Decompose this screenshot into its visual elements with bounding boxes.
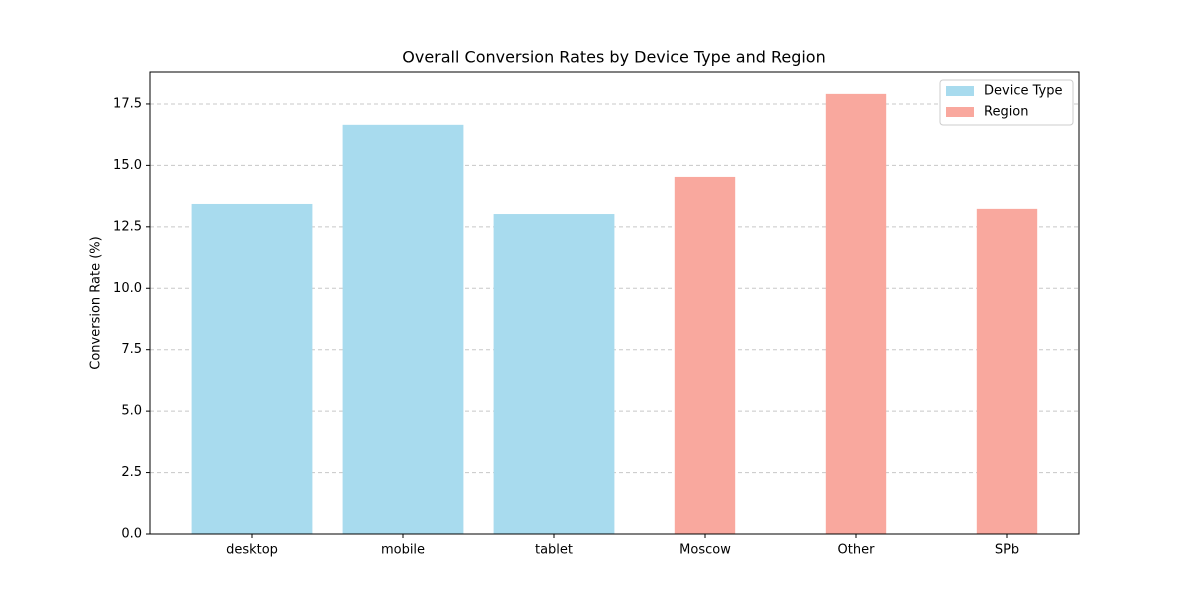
y-tick-label: 15.0 bbox=[113, 158, 142, 173]
bar bbox=[825, 93, 887, 534]
bar bbox=[342, 124, 464, 534]
x-tick-label: Moscow bbox=[679, 543, 731, 558]
x-tick-label: Other bbox=[838, 543, 876, 558]
x-tick-label: desktop bbox=[226, 543, 278, 558]
legend-swatch bbox=[946, 86, 974, 96]
legend-label: Device Type bbox=[984, 84, 1062, 99]
legend-swatch bbox=[946, 107, 974, 117]
y-axis-label: Conversion Rate (%) bbox=[89, 236, 104, 369]
bar bbox=[493, 214, 615, 535]
y-tick-label: 2.5 bbox=[121, 465, 142, 480]
y-tick-label: 7.5 bbox=[121, 342, 142, 357]
y-tick-label: 0.0 bbox=[121, 527, 142, 542]
legend-label: Region bbox=[984, 105, 1029, 120]
bar bbox=[976, 208, 1038, 534]
x-tick-label: SPb bbox=[995, 543, 1019, 558]
x-tick-label: tablet bbox=[535, 543, 573, 558]
bar bbox=[191, 203, 313, 534]
chart-title: Overall Conversion Rates by Device Type … bbox=[402, 48, 825, 67]
y-tick-label: 12.5 bbox=[113, 219, 142, 234]
y-tick-label: 17.5 bbox=[113, 96, 142, 111]
y-tick-label: 10.0 bbox=[113, 281, 142, 296]
x-tick-label: mobile bbox=[381, 543, 425, 558]
bar bbox=[674, 176, 736, 534]
y-tick-label: 5.0 bbox=[121, 404, 142, 419]
plot-frame bbox=[149, 71, 1080, 535]
